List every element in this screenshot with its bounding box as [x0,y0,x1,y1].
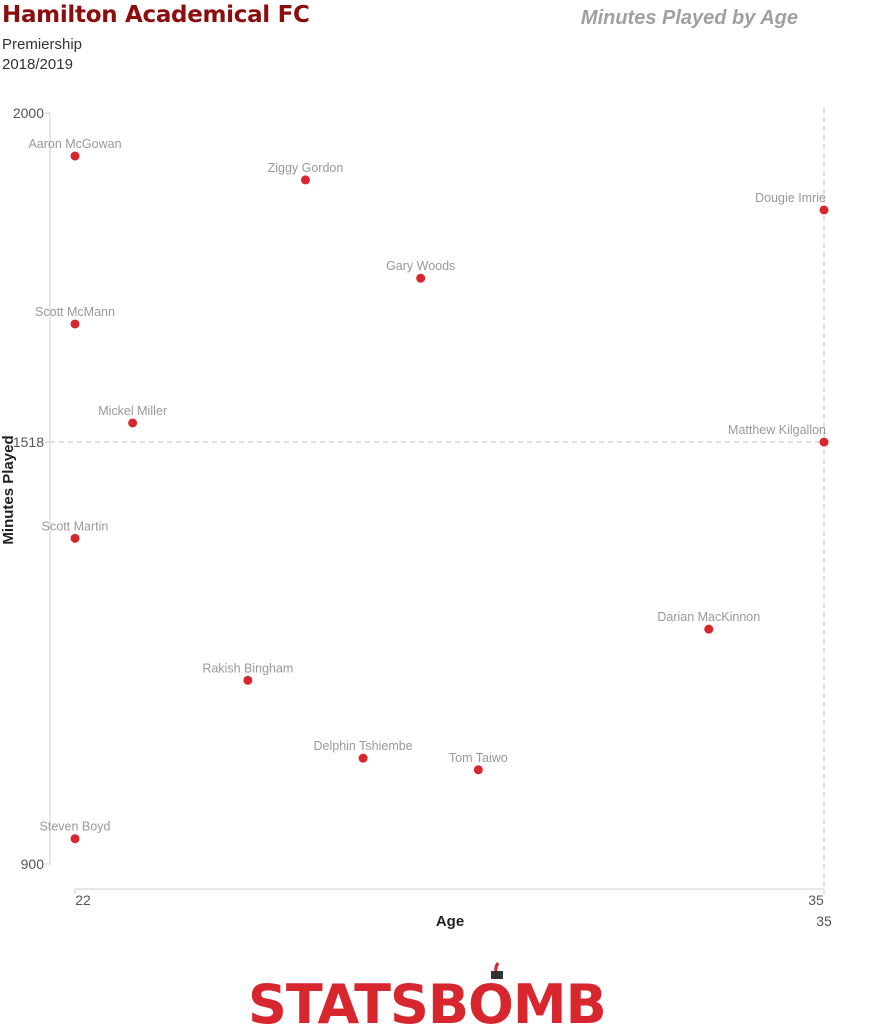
data-point [358,753,368,763]
team-title: Hamilton Academical FC [2,2,310,28]
y-tick-label: 1518 [13,434,44,450]
logo-text: STATSBOMB [248,973,607,1036]
point-label: Steven Boyd [40,820,111,834]
y-axis-title: Minutes Played [0,435,17,544]
data-point [819,205,829,215]
point-label: Rakish Bingham [202,661,293,675]
point-label: Ziggy Gordon [268,161,344,175]
data-point [243,675,253,685]
data-point [473,765,483,775]
scatter-chart: 2000 1518 900 22 35 35 Age Minutes Played Aaron … [0,105,832,930]
statsbomb-logo: STATSBOMB [248,955,628,1036]
data-point [704,624,714,634]
point-label: Matthew Kilgallon [728,423,826,437]
y-tick-label: 2000 [13,105,44,121]
season-label: 2018/2019 [2,56,73,73]
point-label: Tom Taiwo [449,751,508,765]
x-tick-label: 22 [75,892,91,908]
data-point [416,273,426,283]
point-label: Dougie Imrie [755,191,826,205]
point-label: Mickel Miller [98,404,167,418]
competition-label: Premiership [2,36,83,53]
x-axis-title: Age [436,913,464,930]
chart-title: Minutes Played by Age [580,7,798,29]
data-point [70,533,80,543]
point-label: Aaron McGowan [28,137,121,151]
data-point [70,834,80,844]
point-label: Scott Martin [42,519,109,533]
data-point [70,319,80,329]
y-tick-label: 900 [21,856,45,872]
point-label: Delphin Tshiembe [314,739,413,753]
point-label: Scott McMann [35,305,115,319]
data-point [819,437,829,447]
x-tick-label: 35 [808,892,824,908]
point-label: Gary Woods [386,259,455,273]
bomb-fuse-icon [491,962,503,979]
data-point [128,418,138,428]
point-label: Darian MacKinnon [657,610,760,624]
data-point [300,175,310,185]
x-reference-label: 35 [816,913,832,929]
data-point [70,151,80,161]
